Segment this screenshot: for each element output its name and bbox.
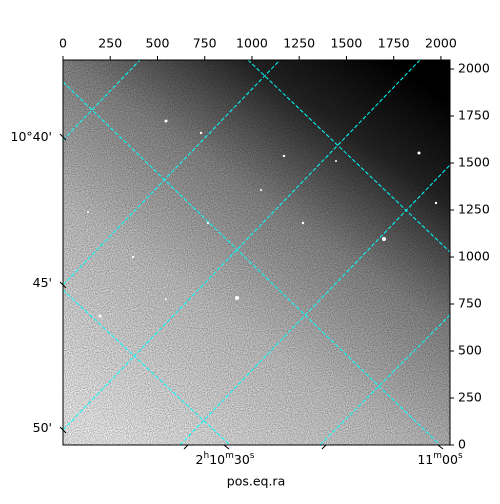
- x-tick-label: 2000: [425, 36, 457, 51]
- y-tick-label: 1500: [458, 155, 490, 170]
- wcs-ticks: [59, 133, 444, 450]
- x-tick-label: 1250: [283, 36, 315, 51]
- y-tick-label: 500: [458, 343, 482, 358]
- x-tick-label: 250: [98, 36, 122, 51]
- stars: [87, 119, 438, 318]
- y-tick-label: 1250: [458, 202, 490, 217]
- grid-line: [63, 60, 421, 431]
- image: [63, 60, 450, 445]
- y-tick-label: 2000: [458, 61, 490, 76]
- grid-line: [179, 164, 450, 445]
- y-tick-label: 0: [458, 437, 466, 452]
- x-tick-label: 1000: [236, 36, 268, 51]
- grid-line: [319, 314, 450, 445]
- y-tick-label: 1750: [458, 108, 490, 123]
- dec-tick-label: 10°40': [11, 129, 53, 144]
- grid-line: [63, 289, 231, 445]
- y-tick-label: 250: [458, 390, 482, 405]
- grid-line: [63, 81, 441, 445]
- frame: [62, 59, 451, 446]
- x-tick-label: 0: [59, 36, 67, 51]
- ra-tick-label: 11m00s: [417, 451, 463, 467]
- grid-line: [63, 60, 281, 286]
- dec-tick-label: 50': [33, 420, 52, 435]
- y-tick-label: 750: [458, 296, 482, 311]
- x-tick-label: 1500: [331, 36, 363, 51]
- dec-tick-label: 45': [33, 275, 52, 290]
- coordinate-grid: [63, 60, 450, 445]
- x-axis-label: pos.eq.ra: [227, 474, 285, 489]
- grid-line: [247, 60, 450, 253]
- x-tick-label: 500: [146, 36, 170, 51]
- x-tick-label: 1750: [378, 36, 410, 51]
- ra-tick-label: 2h10m30s: [196, 451, 255, 467]
- y-tick-label: 1000: [458, 249, 490, 264]
- grid-line: [63, 60, 141, 141]
- x-tick-label: 750: [193, 36, 217, 51]
